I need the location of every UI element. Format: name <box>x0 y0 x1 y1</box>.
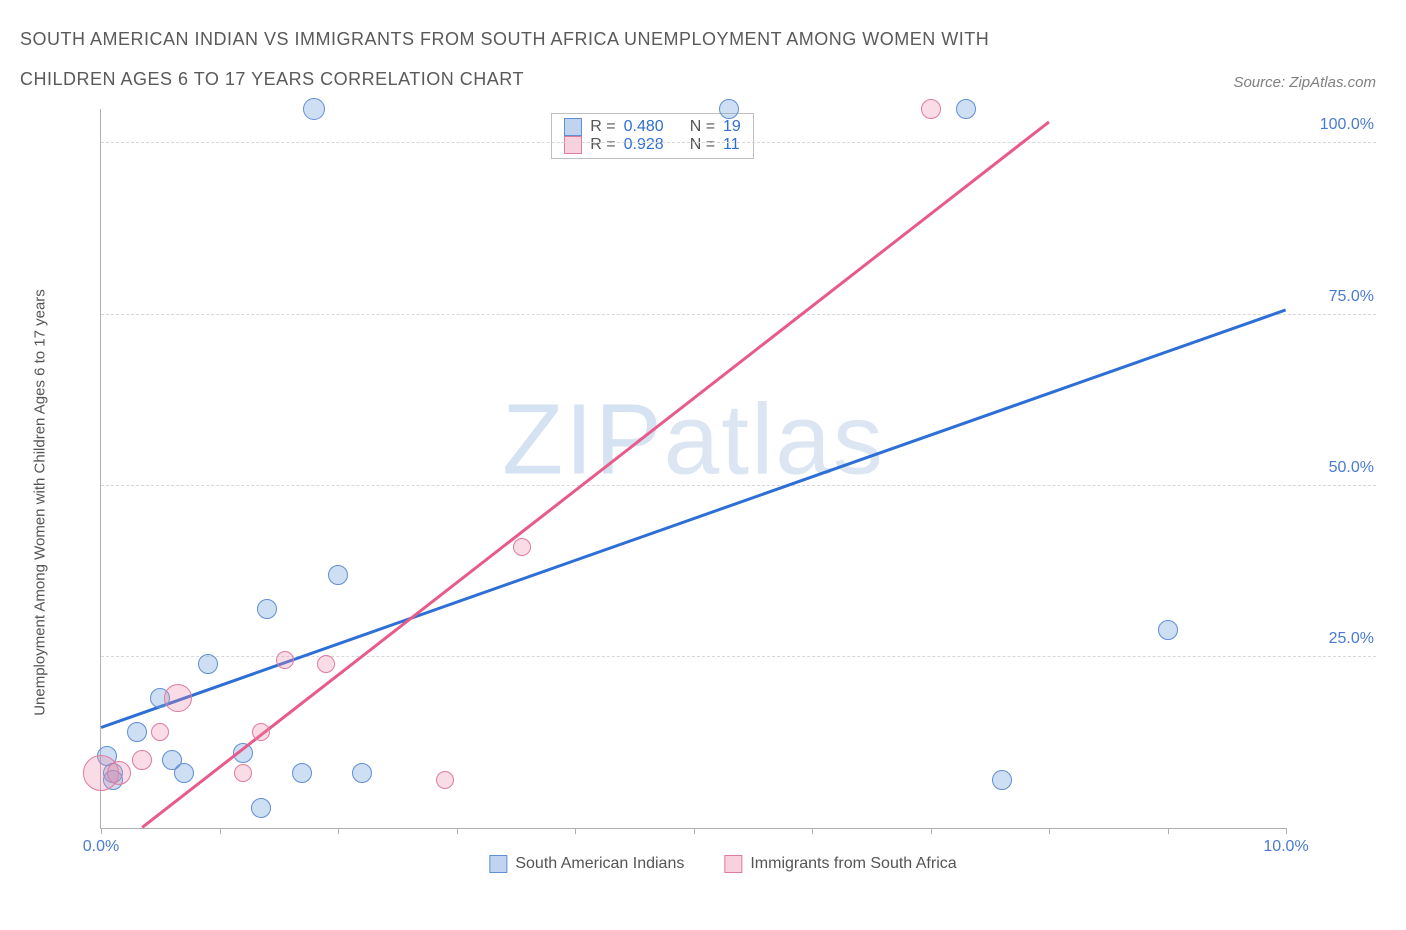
n-value: 19 <box>723 118 741 136</box>
data-point <box>164 684 192 712</box>
x-tick <box>338 828 339 834</box>
x-tick <box>220 828 221 834</box>
n-value: 11 <box>723 136 740 154</box>
bottom-legend: South American Indians Immigrants from So… <box>489 855 956 873</box>
gridline <box>101 485 1376 486</box>
x-tick <box>101 828 102 834</box>
n-label: N = <box>690 136 715 154</box>
y-tick-label: 25.0% <box>1329 630 1374 648</box>
x-tick <box>1049 828 1050 834</box>
legend-swatch <box>564 136 582 154</box>
legend-stats-row: R = 0.928 N = 11 <box>564 136 741 154</box>
data-point <box>352 763 372 783</box>
legend-item: South American Indians <box>489 855 684 873</box>
x-tick <box>931 828 932 834</box>
data-point <box>198 654 218 674</box>
chart-title: SOUTH AMERICAN INDIAN VS IMMIGRANTS FROM… <box>20 20 1070 99</box>
data-point <box>107 761 131 785</box>
plot-area: ZIPatlas R =0.480N =19R =0.928N =11 25.0… <box>100 109 1286 829</box>
x-tick <box>1286 828 1287 834</box>
data-point <box>719 99 739 119</box>
legend-swatch <box>724 855 742 873</box>
source-label: Source: ZipAtlas.com <box>1233 74 1376 91</box>
gridline <box>101 142 1376 143</box>
data-point <box>317 655 335 673</box>
chart-container: Unemployment Among Women with Children A… <box>70 109 1376 879</box>
data-point <box>151 723 169 741</box>
legend-stats-row: R = 0.480 N = 19 <box>564 118 741 136</box>
legend-label: Immigrants from South Africa <box>750 855 956 873</box>
data-point <box>257 599 277 619</box>
data-point <box>251 798 271 818</box>
data-point <box>252 723 270 741</box>
data-point <box>127 722 147 742</box>
gridline <box>101 314 1376 315</box>
y-tick-label: 50.0% <box>1329 459 1374 477</box>
y-axis-label: Unemployment Among Women with Children A… <box>32 289 49 716</box>
r-value: 0.480 <box>624 118 664 136</box>
x-tick-label: 0.0% <box>83 838 119 856</box>
data-point <box>303 98 325 120</box>
data-point <box>292 763 312 783</box>
r-label: R = <box>590 136 615 154</box>
data-point <box>234 764 252 782</box>
data-point <box>992 770 1012 790</box>
data-point <box>921 99 941 119</box>
x-tick <box>812 828 813 834</box>
y-tick-label: 100.0% <box>1320 116 1374 134</box>
data-point <box>276 651 294 669</box>
legend-label: South American Indians <box>515 855 684 873</box>
data-point <box>1158 620 1178 640</box>
data-point <box>174 763 194 783</box>
r-label: R = <box>590 118 615 136</box>
y-tick-label: 75.0% <box>1329 288 1374 306</box>
n-label: N = <box>690 118 715 136</box>
x-tick-label: 10.0% <box>1263 838 1308 856</box>
legend-item: Immigrants from South Africa <box>724 855 956 873</box>
x-tick <box>575 828 576 834</box>
data-point <box>328 565 348 585</box>
legend-swatch <box>564 118 582 136</box>
legend-swatch <box>489 855 507 873</box>
data-point <box>956 99 976 119</box>
data-point <box>132 750 152 770</box>
data-point <box>436 771 454 789</box>
r-value: 0.928 <box>624 136 664 154</box>
x-tick <box>457 828 458 834</box>
x-tick <box>694 828 695 834</box>
legend-stats-box: R = 0.480 N = 19 R = 0.928 N = 11 <box>551 113 754 159</box>
x-tick <box>1168 828 1169 834</box>
data-point <box>513 538 531 556</box>
trend-line <box>142 121 1050 828</box>
